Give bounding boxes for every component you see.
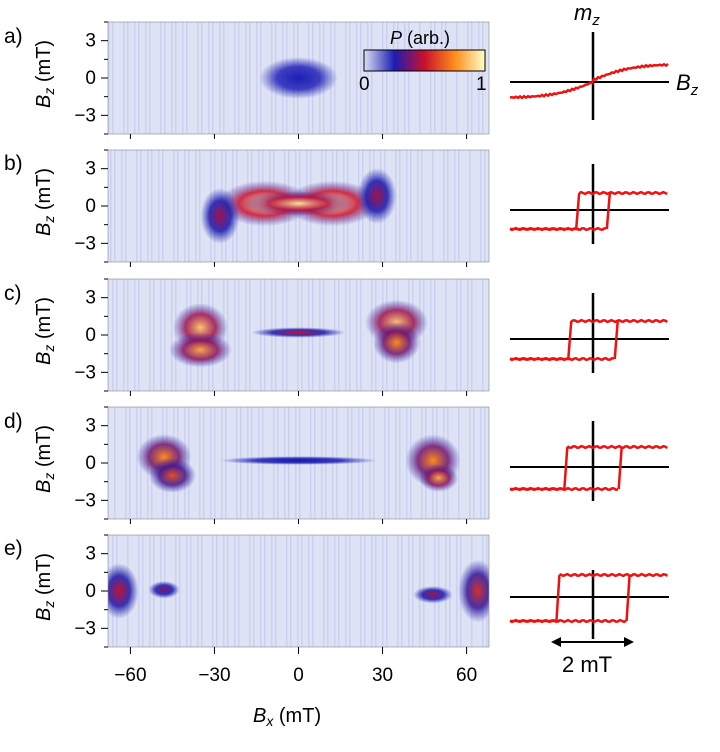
x-tick-label: 60 bbox=[456, 665, 477, 686]
panel-label-d: d) bbox=[4, 410, 23, 433]
heatmap-panel-e: 3 0 −3 Bz (mT) bbox=[33, 534, 490, 654]
y-axis-label: Bz (mT) bbox=[33, 297, 57, 365]
scale-bar-label: 2 mT bbox=[562, 652, 612, 677]
loop-upper-branch bbox=[570, 318, 668, 324]
y-tick-label: 3 bbox=[85, 288, 96, 309]
y-tick-label: −3 bbox=[74, 490, 96, 511]
heatmap-blob bbox=[357, 168, 397, 224]
heatmap-blob bbox=[243, 191, 354, 216]
y-tick-label: 3 bbox=[85, 544, 96, 565]
hysteresis-loop-b bbox=[509, 164, 669, 244]
hysteresis-loop-d bbox=[509, 421, 669, 501]
x-tick-label: 30 bbox=[372, 665, 393, 686]
colorbar: P (arb.) 0 1 bbox=[359, 28, 487, 95]
loop-switch-right bbox=[617, 446, 623, 490]
mz-axis-label: mz bbox=[574, 0, 600, 29]
loop-upper-branch bbox=[558, 572, 669, 578]
loop-switch-left bbox=[555, 574, 561, 622]
heatmap-panel-a: 3 0 −3 Bz (mT) bbox=[33, 21, 490, 139]
loop-switch-right bbox=[613, 320, 619, 360]
heatmap-blob bbox=[148, 581, 180, 599]
y-tick-label: 3 bbox=[85, 159, 96, 180]
hysteresis-loop-e bbox=[509, 570, 669, 639]
heatmap-blob bbox=[169, 332, 232, 368]
heatmap-blob bbox=[220, 456, 377, 465]
hysteresis-loop-c bbox=[509, 293, 669, 373]
x-tick-label: 0 bbox=[293, 665, 304, 686]
y-tick-label: 3 bbox=[85, 31, 96, 52]
heatmap-blob bbox=[413, 586, 453, 604]
heatmap-panel-d: 3 0 −3 Bz (mT) bbox=[33, 406, 490, 524]
scale-bar-arrow-left bbox=[551, 637, 561, 647]
y-axis-label: Bz (mT) bbox=[33, 168, 57, 236]
y-tick-label: −3 bbox=[74, 362, 96, 383]
y-tick-label: 3 bbox=[85, 416, 96, 437]
heatmap-blob bbox=[251, 327, 346, 338]
colorbar-max-label: 1 bbox=[476, 74, 487, 95]
x-tick-label: −60 bbox=[114, 665, 146, 686]
loop-switch-left bbox=[563, 446, 569, 490]
heatmap-blob bbox=[200, 188, 240, 244]
heatmap-blob bbox=[259, 57, 338, 99]
colorbar-title: P (arb.) bbox=[390, 28, 450, 48]
y-tick-label: 0 bbox=[85, 453, 96, 474]
panel-label-e: e) bbox=[4, 537, 23, 560]
heatmap-panel-b: 3 0 −3 Bz (mT) bbox=[33, 149, 490, 267]
heatmap-blob bbox=[418, 463, 459, 492]
panel-label-a: a) bbox=[4, 25, 23, 48]
bz-axis-label: Bz bbox=[676, 70, 699, 99]
y-tick-label: −3 bbox=[74, 618, 96, 639]
colorbar-gradient bbox=[363, 49, 486, 72]
y-tick-label: −3 bbox=[74, 105, 96, 126]
y-axis-label: Bz (mT) bbox=[33, 40, 57, 108]
x-tick-label: −30 bbox=[198, 665, 230, 686]
colorbar-min-label: 0 bbox=[359, 74, 370, 95]
loop-switch-left bbox=[567, 320, 573, 360]
panel-label-b: b) bbox=[4, 152, 23, 175]
y-tick-label: 0 bbox=[85, 68, 96, 89]
y-tick-label: −3 bbox=[74, 233, 96, 254]
heatmap-blob bbox=[373, 321, 421, 364]
y-tick-label: 0 bbox=[85, 196, 96, 217]
loop-switch-right bbox=[605, 192, 612, 230]
y-axis-label: Bz (mT) bbox=[33, 553, 57, 621]
y-tick-label: 0 bbox=[85, 581, 96, 602]
loop-switch-right bbox=[625, 574, 631, 622]
heatmap-blob bbox=[108, 563, 139, 619]
y-tick-label: 0 bbox=[85, 325, 96, 346]
heatmap-panel-c: 3 0 −3 Bz (mT) bbox=[33, 278, 490, 396]
heatmap-panels: 30−3Bz (mT)30−3Bz (mT)30−3Bz (mT)30−3Bz … bbox=[33, 21, 490, 686]
loop-switch-left bbox=[574, 192, 581, 230]
scale-bar-arrow-right bbox=[624, 637, 634, 647]
panel-label-c: c) bbox=[4, 282, 22, 305]
scale-bar: 2 mT bbox=[551, 637, 634, 677]
hysteresis-loops bbox=[509, 32, 669, 639]
y-axis-label: Bz (mT) bbox=[33, 425, 57, 493]
loop-upper-branch bbox=[578, 190, 668, 196]
x-axis-label: Bx (mT) bbox=[253, 705, 321, 729]
heatmap-blob bbox=[148, 458, 196, 493]
hysteresis-loop-a bbox=[509, 32, 669, 120]
loop-upper-branch bbox=[566, 444, 668, 450]
loop-curve bbox=[509, 62, 669, 100]
heatmap-blob bbox=[458, 559, 489, 623]
